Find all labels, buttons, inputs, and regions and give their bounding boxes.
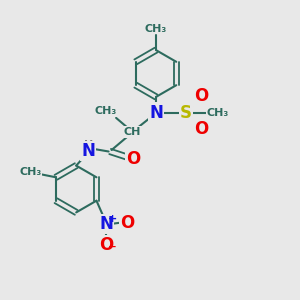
- Text: N: N: [149, 103, 163, 122]
- Text: O: O: [194, 120, 208, 138]
- Text: CH₃: CH₃: [19, 167, 42, 177]
- Text: O: O: [126, 150, 140, 168]
- Text: O: O: [120, 214, 134, 232]
- Text: CH₃: CH₃: [207, 107, 229, 118]
- Text: H: H: [84, 140, 93, 150]
- Text: CH: CH: [124, 127, 141, 137]
- Text: O: O: [99, 236, 113, 254]
- Text: CH₃: CH₃: [94, 106, 117, 116]
- Text: +: +: [108, 214, 117, 224]
- Text: N: N: [81, 142, 95, 160]
- Text: CH₃: CH₃: [145, 23, 167, 34]
- Text: N: N: [99, 215, 113, 233]
- Text: S: S: [180, 103, 192, 122]
- Text: O: O: [194, 87, 208, 105]
- Text: ⁻: ⁻: [108, 241, 116, 259]
